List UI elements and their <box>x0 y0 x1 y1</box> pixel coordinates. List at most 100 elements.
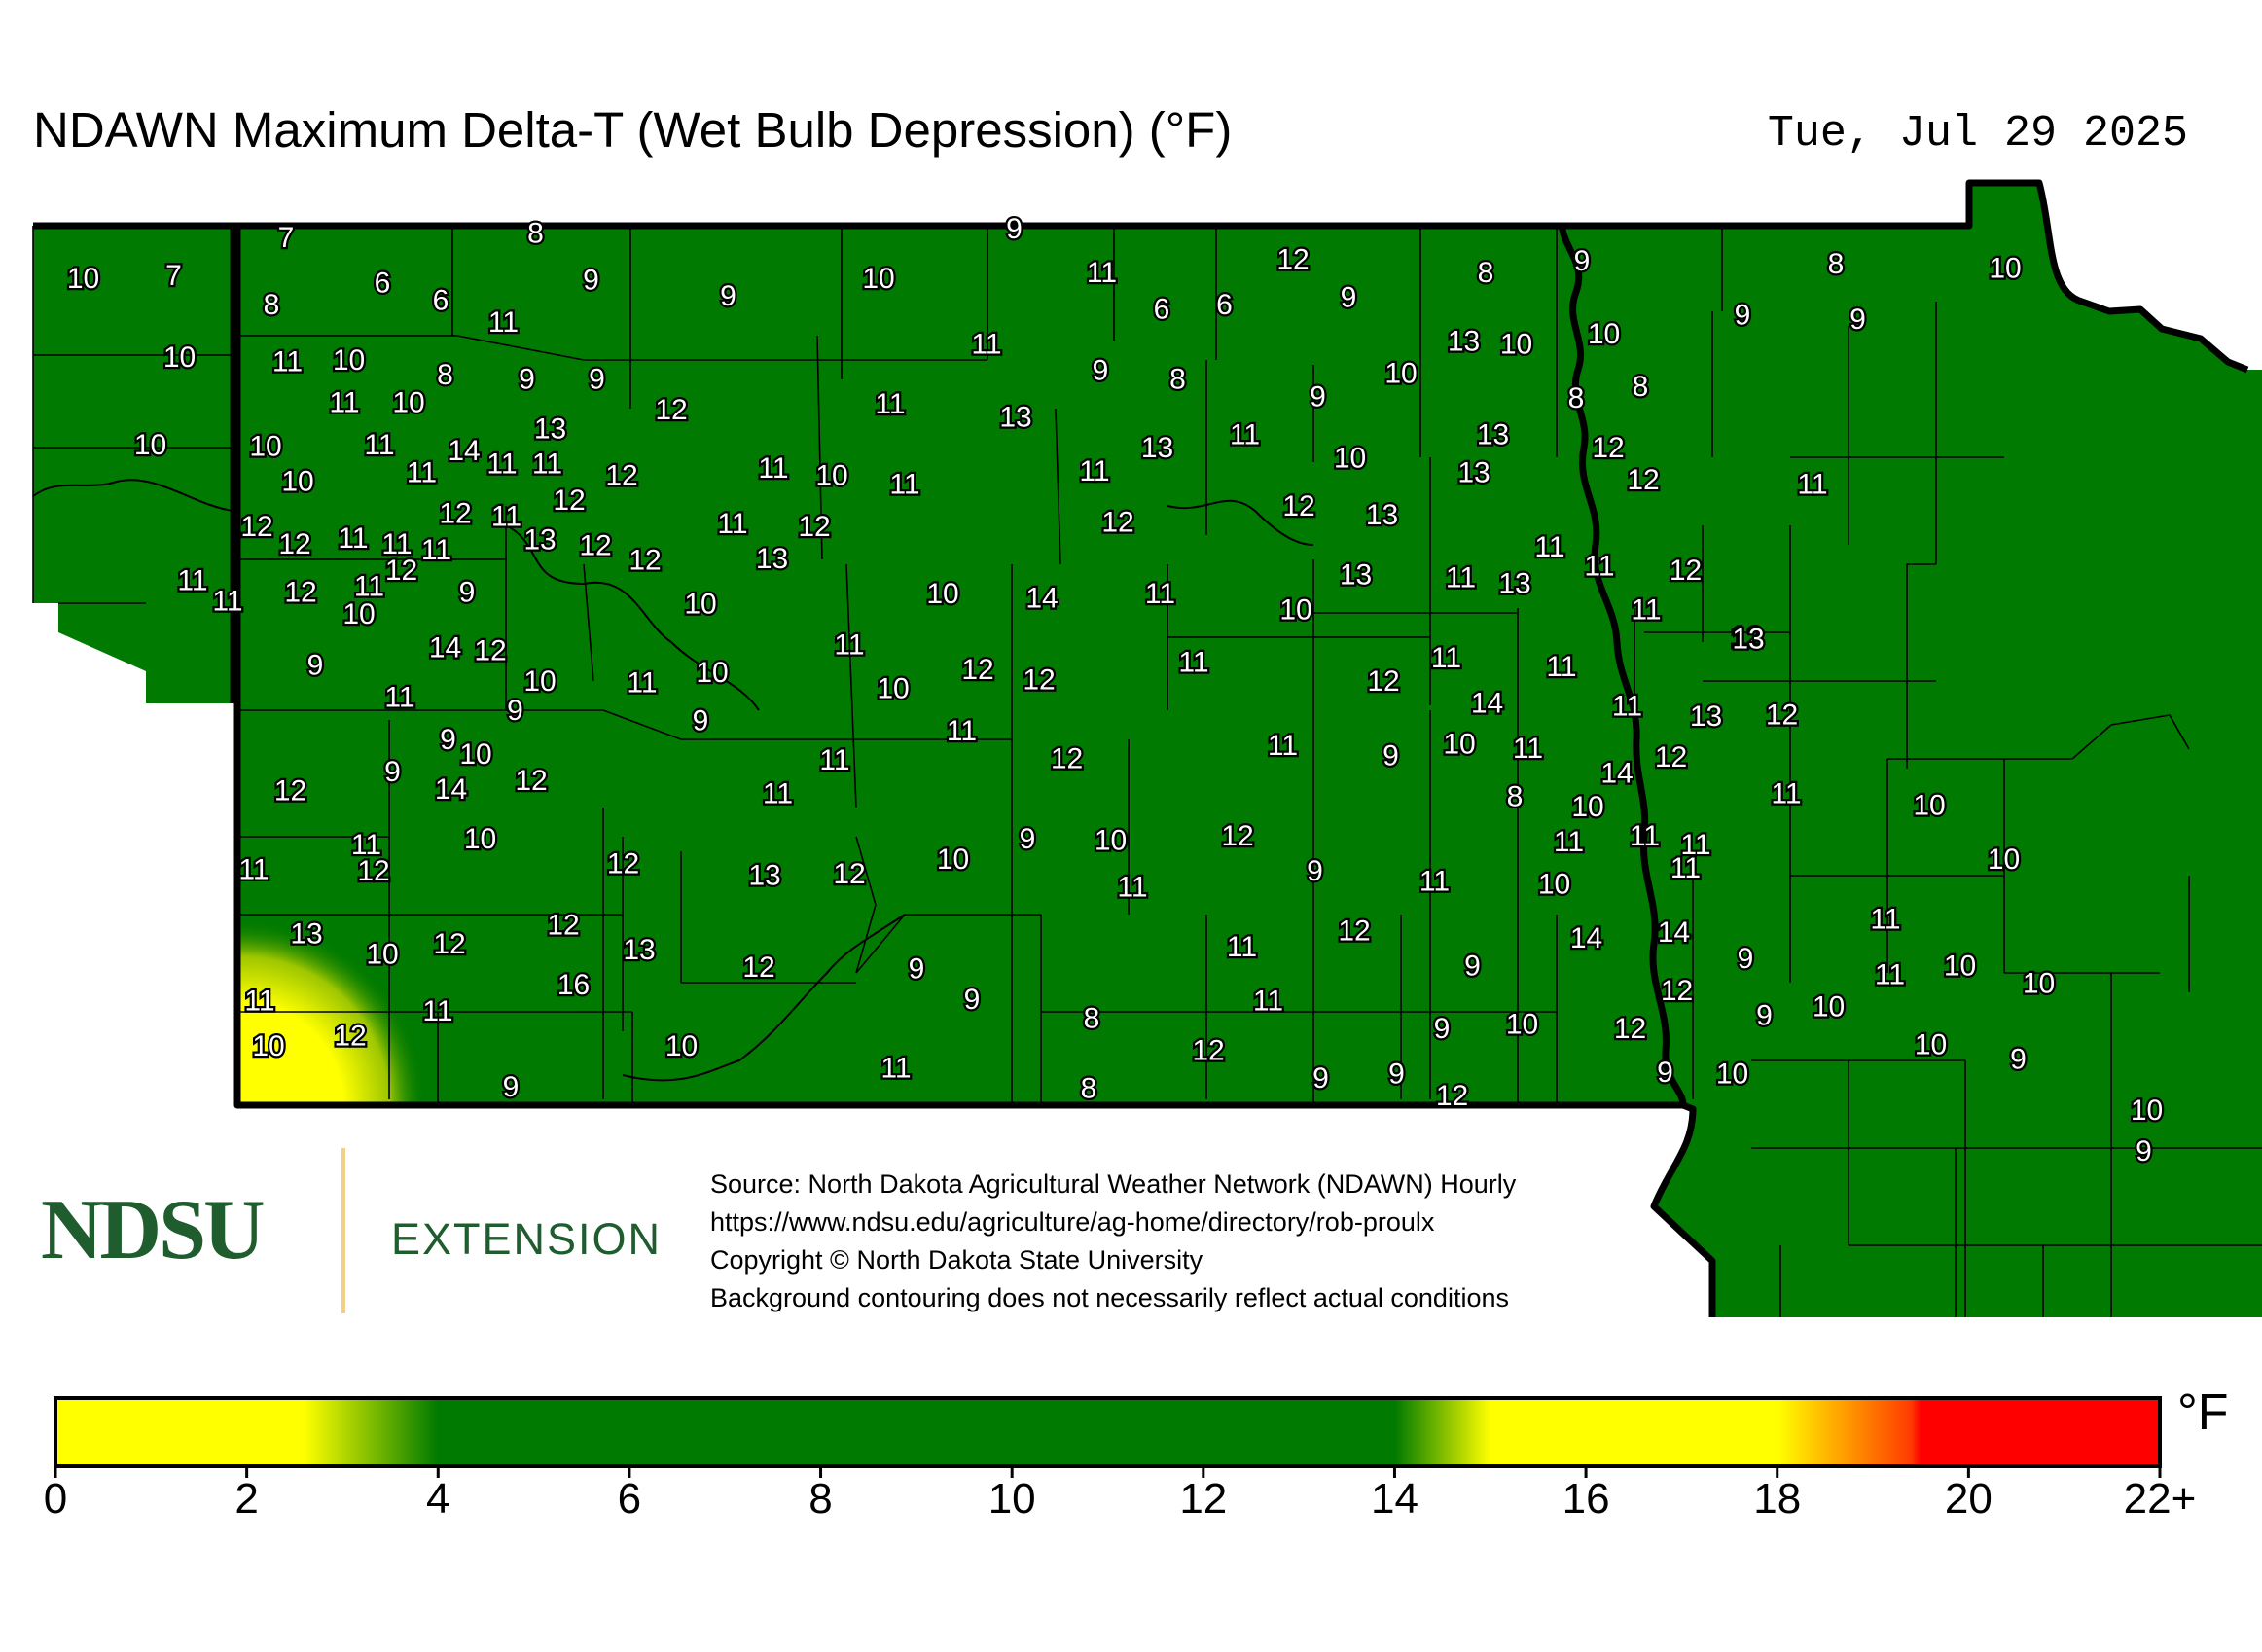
station-value: 14 <box>1471 688 1503 720</box>
station-value: 12 <box>798 511 830 543</box>
station-value: 10 <box>1571 791 1603 823</box>
station-value: 10 <box>1538 869 1570 901</box>
station-value: 8 <box>1084 1003 1100 1035</box>
station-value: 10 <box>464 823 496 855</box>
station-value: 11 <box>491 501 521 533</box>
station-value: 9 <box>1341 282 1357 314</box>
map-title: NDAWN Maximum Delta-T (Wet Bulb Depressi… <box>33 102 1233 158</box>
station-value: 12 <box>1221 820 1253 852</box>
station-value: 11 <box>381 528 412 560</box>
station-value: 14 <box>448 435 480 467</box>
station-value: 11 <box>1584 551 1614 583</box>
station-value: 6 <box>375 268 391 300</box>
station-value: 11 <box>834 629 864 662</box>
station-value: 7 <box>278 222 295 254</box>
station-value: 13 <box>1366 499 1398 531</box>
colorbar-tick-label: 8 <box>808 1475 833 1523</box>
station-value: 12 <box>433 928 465 960</box>
station-value: 14 <box>435 773 467 806</box>
station-value: 14 <box>1025 583 1058 615</box>
station-value: 12 <box>1101 507 1133 539</box>
station-value: 11 <box>1670 852 1701 884</box>
station-value: 11 <box>717 508 747 540</box>
station-value: 11 <box>1870 904 1900 936</box>
station-value: 9 <box>589 364 605 396</box>
station-value: 10 <box>1716 1059 1748 1091</box>
station-value: 9 <box>1756 1000 1773 1032</box>
station-value: 10 <box>926 578 958 610</box>
station-value: 11 <box>1446 562 1476 594</box>
station-value: 11 <box>338 522 368 555</box>
station-value: 9 <box>459 577 476 609</box>
station-value: 11 <box>947 715 977 747</box>
station-value: 9 <box>519 364 535 396</box>
station-value: 11 <box>1513 733 1543 765</box>
station-value: 9 <box>1464 951 1481 983</box>
station-value: 12 <box>605 460 637 492</box>
station-value: 10 <box>1443 729 1475 761</box>
station-value: 12 <box>961 654 993 686</box>
station-value: 11 <box>1431 642 1461 674</box>
station-value: 12 <box>1731 622 1763 654</box>
station-value: 12 <box>1051 743 1083 775</box>
station-value: 11 <box>272 346 303 378</box>
colorbar-tick-label: 6 <box>617 1475 642 1523</box>
station-value: 11 <box>1419 866 1450 898</box>
station-value: 10 <box>252 1030 284 1062</box>
station-value: 12 <box>334 1021 366 1053</box>
station-value: 14 <box>429 632 461 664</box>
copyright-line: Copyright © North Dakota State Universit… <box>710 1245 1203 1275</box>
station-value: 9 <box>583 265 599 297</box>
colorbar-tick-label: 20 <box>1944 1475 1993 1523</box>
station-value: 11 <box>1771 778 1801 810</box>
extension-wordmark: EXTENSION <box>391 1214 663 1264</box>
station-value: 11 <box>488 306 519 339</box>
station-value: 13 <box>1340 559 1372 592</box>
colorbar-tick-label: 22+ <box>2123 1475 2197 1523</box>
source-url[interactable]: https://www.ndsu.edu/agriculture/ag-home… <box>710 1207 1435 1237</box>
station-value: 10 <box>937 844 969 876</box>
station-value: 9 <box>2136 1135 2152 1167</box>
station-value: 13 <box>756 543 788 575</box>
station-value: 11 <box>819 744 849 776</box>
station-value: 10 <box>1334 443 1366 475</box>
station-value: 11 <box>763 778 793 810</box>
station-value: 12 <box>1192 1035 1224 1067</box>
station-value: 12 <box>1670 555 1702 587</box>
station-value: 11 <box>1534 531 1564 563</box>
station-value: 8 <box>1828 248 1845 280</box>
station-value: 9 <box>2010 1044 2027 1076</box>
station-value: 11 <box>1554 826 1584 858</box>
source-line: Source: North Dakota Agricultural Weathe… <box>710 1169 1517 1199</box>
station-value: 11 <box>1630 820 1660 852</box>
colorbar-tick-label: 4 <box>426 1475 450 1523</box>
station-value: 9 <box>693 705 709 737</box>
station-value: 9 <box>440 724 456 756</box>
station-value: 10 <box>665 1030 698 1062</box>
station-value: 12 <box>357 855 389 887</box>
station-value: 12 <box>278 528 310 560</box>
station-value: 10 <box>877 673 909 705</box>
station-value: 9 <box>384 756 401 788</box>
station-value: 11 <box>627 667 657 700</box>
station-value: 10 <box>862 263 894 295</box>
colorbar-tick-label: 0 <box>43 1475 68 1523</box>
station-value: 11 <box>758 452 788 485</box>
ndsu-extension-logo: NDSU EXTENSION <box>41 1148 683 1323</box>
station-value: 12 <box>655 394 687 426</box>
station-value: 13 <box>1732 624 1764 656</box>
station-value: 10 <box>333 344 365 377</box>
station-value: 11 <box>971 329 1001 361</box>
station-value: 10 <box>459 738 491 771</box>
station-value: 8 <box>437 359 453 391</box>
station-value: 12 <box>742 952 774 984</box>
colorbar-unit: °F <box>2177 1384 2229 1441</box>
station-value: 11 <box>212 586 242 618</box>
station-value: 13 <box>1448 326 1480 358</box>
station-value: 9 <box>1006 213 1023 245</box>
station-value: 12 <box>1655 741 1687 773</box>
station-value: 10 <box>1500 329 1532 361</box>
station-value: 11 <box>407 457 437 489</box>
red-river <box>1558 225 1687 1106</box>
station-value: 13 <box>1498 568 1530 600</box>
